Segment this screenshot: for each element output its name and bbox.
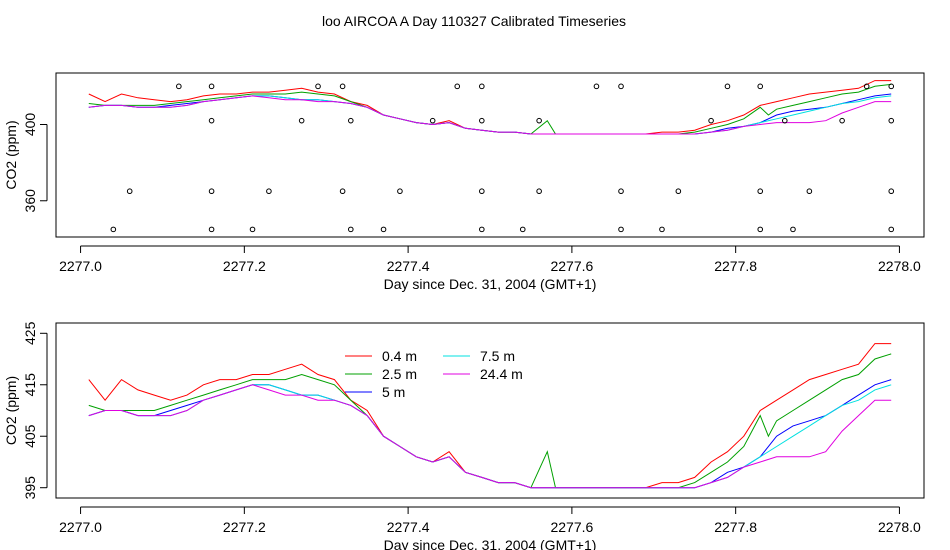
- status-marker: [659, 226, 665, 233]
- status-marker: [429, 117, 436, 124]
- legend-label: 24.4 m: [480, 366, 523, 382]
- status-marker: [249, 226, 256, 233]
- status-marker: [806, 188, 813, 195]
- y-tick-label: 400: [22, 113, 38, 137]
- bottom-panel: 2277.0 2277.2 2277.4 2277.6 2277.8 2278.0 Day …: [3, 321, 925, 550]
- legend-label: 7.5 m: [480, 348, 515, 364]
- series-line-0: [88, 80, 892, 135]
- series-line-7-5-m: [88, 384, 892, 489]
- x-tick-label: 2277.0: [59, 258, 102, 274]
- x-tick-label: 2277.6: [550, 258, 593, 274]
- plot-frame: [55, 72, 925, 238]
- status-marker: [266, 188, 272, 195]
- y-tick-label: 360: [22, 189, 38, 213]
- status-marker: [781, 117, 788, 124]
- status-marker: [347, 117, 354, 124]
- status-marker: [888, 188, 895, 195]
- legend-label: 2.5 m: [382, 366, 417, 382]
- x-tick-label: 2277.4: [387, 519, 430, 535]
- series-line-24-4-m: [88, 384, 892, 489]
- x-tick-label: 2277.4: [387, 258, 430, 274]
- status-marker: [315, 83, 321, 90]
- y-tick-label: 415: [22, 373, 38, 397]
- status-marker: [708, 117, 714, 124]
- series-line-5-m: [88, 379, 892, 489]
- series-line-2: [88, 93, 892, 135]
- y-tick-label: 405: [22, 424, 38, 448]
- status-marker: [618, 188, 624, 195]
- status-marker: [790, 226, 796, 233]
- status-marker: [888, 117, 895, 124]
- series-line-3: [88, 95, 892, 135]
- x-tick-label: 2277.2: [223, 519, 266, 535]
- series-line-4: [88, 95, 892, 135]
- legend-label: 0.4 m: [382, 348, 417, 364]
- y-tick-label: 425: [22, 321, 38, 345]
- status-marker: [110, 226, 117, 233]
- status-marker: [536, 188, 542, 195]
- plot-frame: [55, 322, 925, 499]
- x-tick-label: 2278.0: [878, 519, 921, 535]
- status-marker: [839, 117, 845, 124]
- status-marker: [208, 188, 215, 195]
- status-marker: [208, 83, 215, 90]
- status-marker: [339, 83, 346, 90]
- series-line-1: [88, 83, 892, 135]
- status-marker: [863, 83, 870, 90]
- x-tick-label: 2277.2: [223, 258, 266, 274]
- status-marker: [347, 226, 354, 233]
- status-marker: [479, 226, 485, 233]
- status-marker: [593, 83, 600, 90]
- x-tick-label: 2277.8: [714, 258, 757, 274]
- status-marker: [757, 226, 764, 233]
- status-marker: [208, 226, 215, 233]
- status-marker: [618, 83, 624, 90]
- status-marker: [536, 117, 542, 124]
- status-marker: [397, 188, 403, 195]
- x-tick-label: 2277.0: [59, 519, 102, 535]
- x-tick-label: 2278.0: [878, 258, 921, 274]
- x-axis-title: Day since Dec. 31, 2004 (GMT+1): [384, 537, 597, 550]
- x-tick-label: 2277.8: [714, 519, 757, 535]
- status-marker: [298, 117, 305, 124]
- status-marker: [675, 188, 682, 195]
- status-marker: [757, 188, 764, 195]
- status-marker: [339, 188, 346, 195]
- status-marker: [888, 226, 895, 233]
- status-marker: [888, 83, 895, 90]
- status-marker: [126, 188, 133, 195]
- x-tick-label: 2277.6: [550, 519, 593, 535]
- top-panel: 2277.0 2277.2 2277.4 2277.6 2277.8 2278.0 Day …: [3, 72, 925, 292]
- y-tick-label: 395: [22, 476, 38, 500]
- status-marker: [380, 226, 387, 233]
- status-marker: [519, 226, 526, 233]
- chart-title: loo AIRCOA A Day 110327 Calibrated Times…: [322, 13, 626, 29]
- y-axis-title: CO2 (ppm): [3, 376, 19, 445]
- legend-label: 5 m: [382, 384, 405, 400]
- status-marker: [176, 83, 182, 90]
- status-marker: [724, 83, 731, 90]
- status-marker: [479, 83, 485, 90]
- status-marker: [208, 117, 215, 124]
- status-marker: [757, 83, 764, 90]
- status-marker: [618, 226, 624, 233]
- status-marker: [479, 117, 485, 124]
- y-axis-title: CO2 (ppm): [3, 120, 19, 189]
- status-marker: [454, 83, 461, 90]
- status-marker: [479, 188, 485, 195]
- x-axis-title: Day since Dec. 31, 2004 (GMT+1): [384, 276, 597, 292]
